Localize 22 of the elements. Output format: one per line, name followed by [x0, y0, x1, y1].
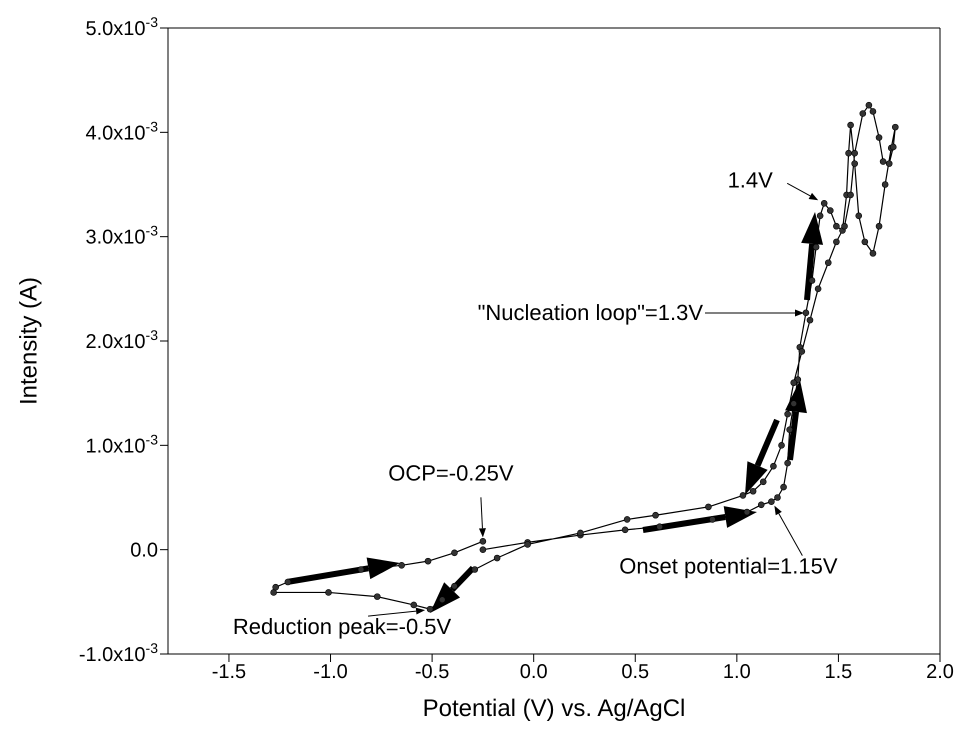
y-tick-label: -1.0x10$^{-3}$	[78, 640, 158, 666]
x-tick-label: 1.0	[722, 661, 751, 684]
y-tick-label: 4.0x10$^{-3}$	[85, 118, 158, 144]
x-tick-label: -0.5	[414, 661, 450, 684]
x-tick-label: -1.5	[212, 661, 246, 684]
annotation: Reduction peak=-0.5V	[232, 614, 452, 640]
y-axis-title: Intensity (A)	[16, 276, 43, 406]
annotation: 1.4V	[728, 167, 774, 192]
x-axis-title: Potential (V) vs. Ag/AgCl	[422, 695, 686, 722]
annotation: "Nucleation loop"=1.3V	[478, 300, 704, 325]
y-tick-label: 2.0x10$^{-3}$	[85, 327, 158, 353]
y-tick-label: 0.0	[130, 540, 158, 562]
annotation: OCP=-0.25V	[388, 460, 514, 486]
x-tick-label: 1.5	[824, 661, 852, 684]
y-tick-label: 1.0x10$^{-3}$	[85, 431, 158, 458]
x-tick-label: -1.0	[313, 661, 348, 684]
x-tick-label: 2.0	[926, 661, 954, 684]
x-tick-label: 0.0	[520, 661, 548, 684]
y-tick-label: 3.0x10$^{-3}$	[85, 222, 158, 249]
annotation: Onset potential=1.15V	[619, 554, 838, 579]
x-tick-label: 0.5	[621, 661, 650, 684]
y-tick-label: 5.0x10$^{-3}$	[85, 14, 158, 40]
